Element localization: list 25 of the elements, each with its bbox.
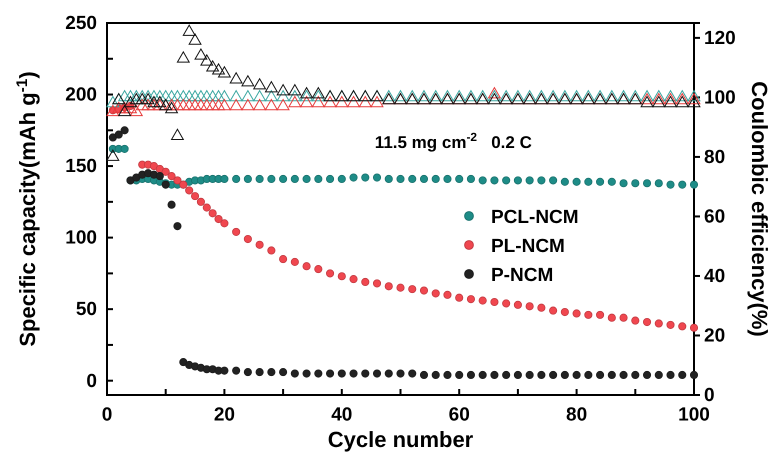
y2-tick-label: 80 [704,147,726,168]
y2-tick-label: 60 [704,206,726,228]
y-tick-label: 250 [65,13,97,34]
x-tick-label: 0 [102,404,112,426]
y-tick-label: 0 [86,370,97,392]
y-tick-label: 150 [65,156,97,178]
legend-label: P-NCM [491,265,554,286]
annotation: 11.5 mg cm$^{-2}$ 0.2 C [374,130,532,152]
legend-label: PL-NCM [491,236,565,257]
y2-tick-label: 0 [704,385,715,406]
y-tick-label: 200 [65,84,97,106]
y2-axis-title: Coulombic efficiency(%) [747,81,772,337]
x-tick-label: 40 [331,404,352,426]
x-tick-label: 80 [566,404,588,426]
legend-label: PCL-NCM [491,207,579,228]
x-axis-title: Cycle number [328,427,474,452]
y2-tick-label: 40 [704,266,726,288]
x-tick-label: 60 [448,404,470,426]
y2-tick-label: 20 [704,326,726,347]
y2-tick-label: 100 [704,87,736,108]
x-tick-label: 20 [214,404,235,426]
y-tick-label: 50 [76,299,97,320]
x-tick-label: 100 [678,404,710,426]
y-tick-label: 100 [65,228,97,249]
y2-tick-label: 120 [704,28,736,49]
